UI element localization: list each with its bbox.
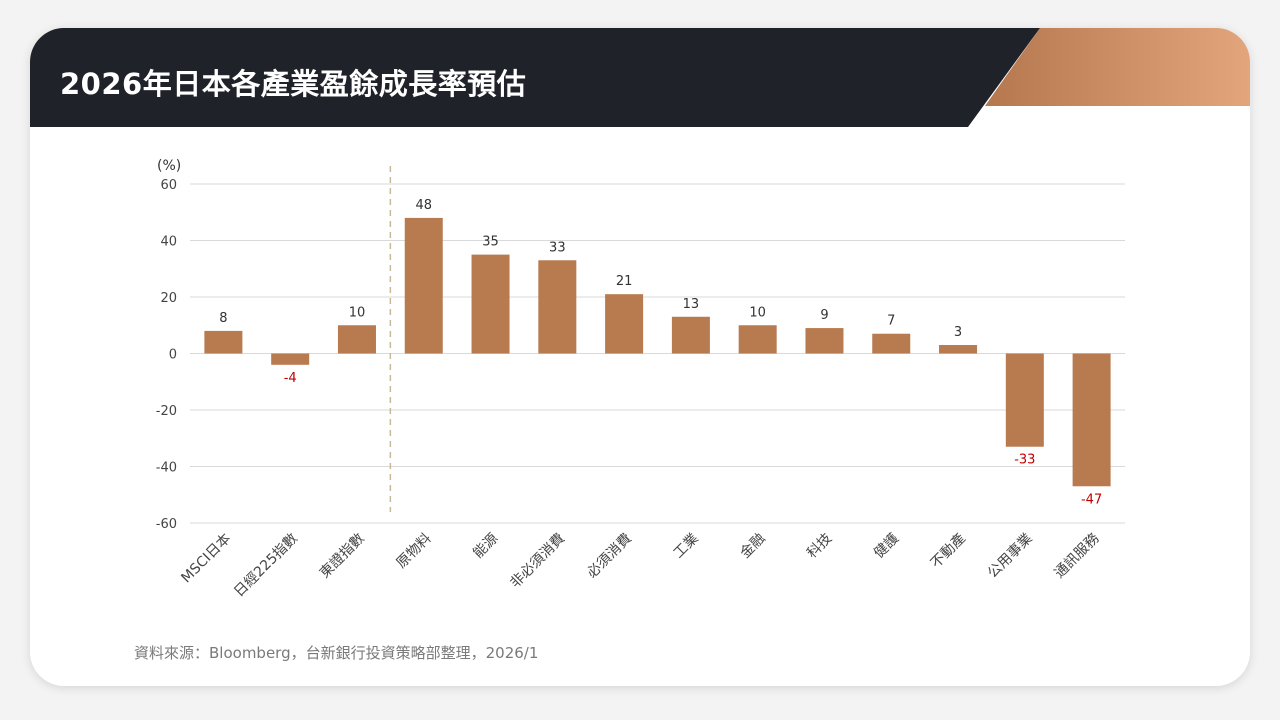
- bar: [1005, 353, 1044, 447]
- data-label: 8: [219, 311, 227, 326]
- bar: [738, 325, 777, 354]
- gridlines: [190, 166, 1125, 524]
- bars: [204, 217, 1111, 487]
- data-label: -33: [1014, 453, 1035, 468]
- data-labels: 8 -4 10 48 35 33 21 13 10 9 7 3 -33 -47: [219, 198, 1102, 507]
- x-tick-label: MSCI日本: [178, 531, 234, 587]
- bar: [671, 316, 710, 354]
- bar: [404, 217, 443, 354]
- data-label: 35: [482, 235, 499, 250]
- data-label: 48: [415, 198, 432, 213]
- bar: [271, 353, 310, 365]
- x-axis-labels: MSCI日本日經225指數 東證指數 原物料 能源 非必須消費 必須消費 工業 金融 科技 健護不…: [178, 530, 1102, 601]
- bar: [605, 294, 644, 354]
- x-tick-label: 公用事業: [985, 531, 1036, 582]
- chart-card: 2026年日本各產業盈餘成長率預估: [30, 28, 1250, 686]
- bar: [204, 330, 243, 354]
- y-tick-label: -20: [156, 404, 177, 419]
- accent-stripe: [985, 28, 1250, 106]
- x-tick-label: 日經225指數: [231, 531, 301, 601]
- data-label: 3: [954, 325, 962, 340]
- y-tick-label: -40: [156, 461, 177, 476]
- data-label: 13: [683, 297, 700, 312]
- bar: [538, 260, 577, 354]
- x-tick-label: 科技: [804, 531, 835, 562]
- x-tick-label: 不動產: [927, 530, 969, 572]
- x-tick-label: 通訊服務: [1052, 531, 1103, 582]
- data-label: -4: [284, 371, 297, 386]
- data-label: 33: [549, 240, 566, 255]
- bar: [872, 333, 911, 354]
- y-tick-label: 0: [169, 348, 177, 363]
- y-tick-label: 40: [160, 235, 177, 250]
- data-label: -47: [1081, 492, 1102, 507]
- bar: [1072, 353, 1111, 487]
- data-label: 10: [749, 305, 766, 320]
- bar: [471, 254, 510, 354]
- data-label: 10: [349, 305, 366, 320]
- x-tick-label: 工業: [671, 531, 702, 562]
- x-tick-label: 原物料: [394, 531, 435, 572]
- banner-graphic: [30, 28, 1250, 127]
- y-tick-label: 20: [160, 291, 177, 306]
- x-tick-label: 必須消費: [584, 531, 635, 582]
- x-tick-label: 非必須消費: [507, 531, 568, 592]
- x-tick-label: 能源: [470, 531, 501, 562]
- y-axis: (%) 60 40 20 0 -20 -40 -60: [156, 158, 181, 532]
- page-title: 2026年日本各產業盈餘成長率預估: [60, 67, 527, 101]
- data-label: 7: [887, 314, 895, 329]
- x-tick-label: 金融: [737, 531, 768, 562]
- banner-dark-panel: [30, 28, 1040, 127]
- y-tick-label: -60: [156, 517, 177, 532]
- data-label: 9: [820, 308, 828, 323]
- x-tick-label: 東證指數: [316, 530, 368, 582]
- bar: [337, 325, 376, 354]
- title-banner: 2026年日本各產業盈餘成長率預估: [30, 28, 1250, 127]
- data-label: 21: [616, 274, 633, 289]
- source-note: 資料來源：Bloomberg，台新銀行投資策略部整理，2026/1: [134, 644, 539, 662]
- x-tick-label: 健護: [871, 531, 902, 562]
- y-tick-label: 60: [160, 178, 177, 193]
- bar: [805, 328, 844, 354]
- y-unit-label: (%): [157, 158, 181, 174]
- bar: [939, 345, 978, 354]
